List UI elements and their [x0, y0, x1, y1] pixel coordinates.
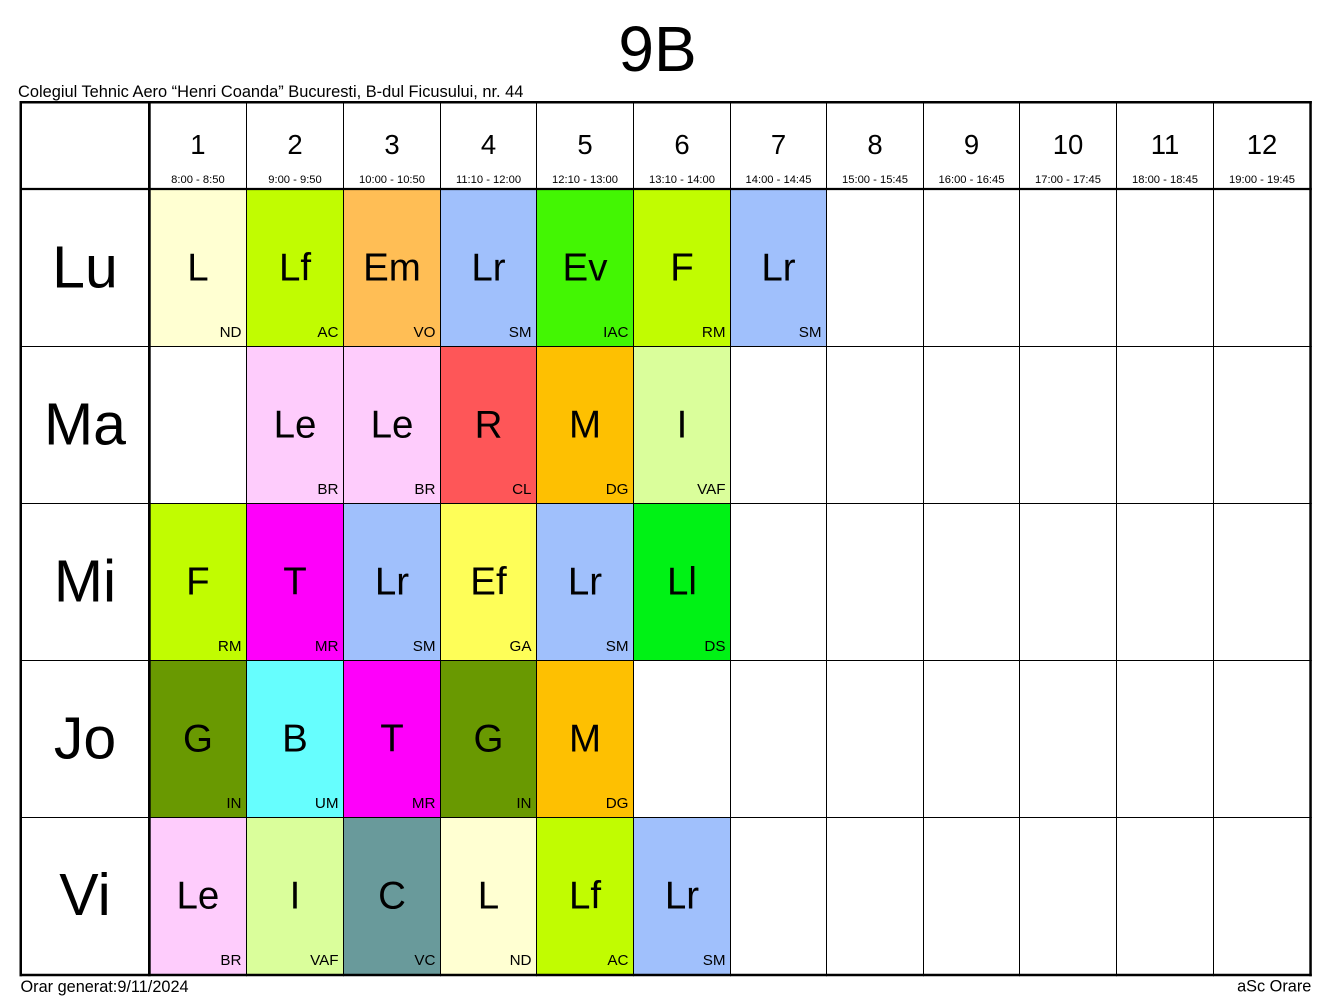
svg-text:Vi: Vi — [59, 862, 110, 928]
svg-text:F: F — [670, 247, 694, 290]
svg-text:T: T — [380, 717, 404, 760]
svg-text:12: 12 — [1247, 129, 1278, 160]
svg-text:4: 4 — [481, 129, 496, 160]
svg-text:10:00 - 10:50: 10:00 - 10:50 — [359, 174, 425, 186]
svg-text:MR: MR — [412, 795, 436, 812]
svg-text:Ev: Ev — [563, 247, 609, 290]
svg-text:DG: DG — [606, 795, 629, 812]
svg-text:Le: Le — [371, 404, 414, 447]
svg-text:10: 10 — [1053, 129, 1084, 160]
svg-text:9B: 9B — [618, 13, 696, 85]
svg-text:SM: SM — [799, 324, 822, 341]
svg-text:VC: VC — [414, 952, 435, 969]
svg-text:11:10 - 12:00: 11:10 - 12:00 — [456, 174, 521, 186]
svg-text:IN: IN — [226, 795, 241, 812]
svg-text:C: C — [378, 874, 406, 917]
svg-text:11: 11 — [1151, 129, 1180, 160]
svg-text:G: G — [183, 717, 213, 760]
svg-text:Lu: Lu — [52, 234, 118, 300]
svg-text:12:10 - 13:00: 12:10 - 13:00 — [552, 174, 618, 186]
svg-text:Lr: Lr — [665, 874, 699, 917]
svg-text:VO: VO — [414, 324, 436, 341]
svg-text:MR: MR — [315, 638, 339, 655]
svg-text:7: 7 — [771, 129, 786, 160]
svg-text:2: 2 — [287, 129, 302, 160]
svg-text:Ma: Ma — [44, 391, 126, 457]
svg-text:M: M — [569, 404, 601, 447]
svg-text:Le: Le — [177, 874, 220, 917]
svg-text:CL: CL — [512, 481, 531, 498]
svg-text:I: I — [290, 874, 301, 917]
svg-text:3: 3 — [384, 129, 399, 160]
svg-text:BR: BR — [220, 952, 241, 969]
svg-text:15:00 - 15:45: 15:00 - 15:45 — [842, 174, 908, 186]
svg-text:F: F — [186, 560, 210, 603]
svg-text:L: L — [187, 247, 208, 290]
svg-text:8:00 - 8:50: 8:00 - 8:50 — [171, 174, 225, 186]
svg-text:8: 8 — [867, 129, 882, 160]
svg-text:GA: GA — [510, 638, 533, 655]
svg-text:Jo: Jo — [54, 705, 116, 771]
svg-text:G: G — [474, 717, 504, 760]
svg-text:14:00 - 14:45: 14:00 - 14:45 — [746, 174, 812, 186]
svg-text:ND: ND — [220, 324, 242, 341]
svg-text:Ef: Ef — [470, 560, 507, 603]
svg-text:Mi: Mi — [54, 548, 116, 614]
svg-text:Orar generat:9/11/2024: Orar generat:9/11/2024 — [21, 978, 189, 996]
svg-text:Lr: Lr — [761, 247, 795, 290]
svg-text:Ll: Ll — [667, 560, 697, 603]
svg-text:SM: SM — [606, 638, 629, 655]
svg-text:BR: BR — [414, 481, 435, 498]
svg-text:16:00 - 16:45: 16:00 - 16:45 — [939, 174, 1005, 186]
svg-text:ND: ND — [510, 952, 532, 969]
svg-text:IN: IN — [516, 795, 531, 812]
svg-text:1: 1 — [190, 129, 205, 160]
svg-text:Lf: Lf — [279, 247, 311, 290]
svg-text:Le: Le — [274, 404, 317, 447]
svg-text:9: 9 — [964, 129, 979, 160]
svg-text:13:10 - 14:00: 13:10 - 14:00 — [649, 174, 715, 186]
svg-text:BR: BR — [317, 481, 338, 498]
svg-text:19:00 - 19:45: 19:00 - 19:45 — [1229, 174, 1295, 186]
svg-text:UM: UM — [315, 795, 339, 812]
svg-text:M: M — [569, 717, 601, 760]
svg-text:VAF: VAF — [697, 481, 725, 498]
svg-text:Lf: Lf — [569, 874, 601, 917]
svg-text:RM: RM — [218, 638, 242, 655]
svg-text:9:00 - 9:50: 9:00 - 9:50 — [268, 174, 322, 186]
svg-text:Em: Em — [363, 247, 421, 290]
svg-text:IAC: IAC — [603, 324, 628, 341]
svg-text:VAF: VAF — [310, 952, 338, 969]
svg-text:B: B — [282, 717, 308, 760]
svg-text:5: 5 — [577, 129, 592, 160]
svg-text:RM: RM — [702, 324, 726, 341]
svg-text:SM: SM — [509, 324, 532, 341]
svg-text:AC: AC — [317, 324, 338, 341]
svg-text:Colegiul Tehnic Aero “Henri Co: Colegiul Tehnic Aero “Henri Coanda” Bucu… — [18, 83, 523, 101]
svg-text:L: L — [478, 874, 499, 917]
svg-text:R: R — [475, 404, 503, 447]
svg-text:I: I — [677, 404, 688, 447]
svg-text:SM: SM — [703, 952, 726, 969]
svg-text:SM: SM — [413, 638, 436, 655]
svg-text:18:00 - 18:45: 18:00 - 18:45 — [1132, 174, 1198, 186]
svg-text:AC: AC — [607, 952, 628, 969]
svg-text:DG: DG — [606, 481, 629, 498]
svg-text:17:00 - 17:45: 17:00 - 17:45 — [1035, 174, 1101, 186]
svg-text:Lr: Lr — [471, 247, 505, 290]
svg-text:Lr: Lr — [568, 560, 602, 603]
svg-text:T: T — [283, 560, 307, 603]
svg-text:6: 6 — [674, 129, 689, 160]
svg-text:Lr: Lr — [375, 560, 409, 603]
svg-text:DS: DS — [704, 638, 725, 655]
svg-text:aSc Orare: aSc Orare — [1237, 977, 1311, 995]
